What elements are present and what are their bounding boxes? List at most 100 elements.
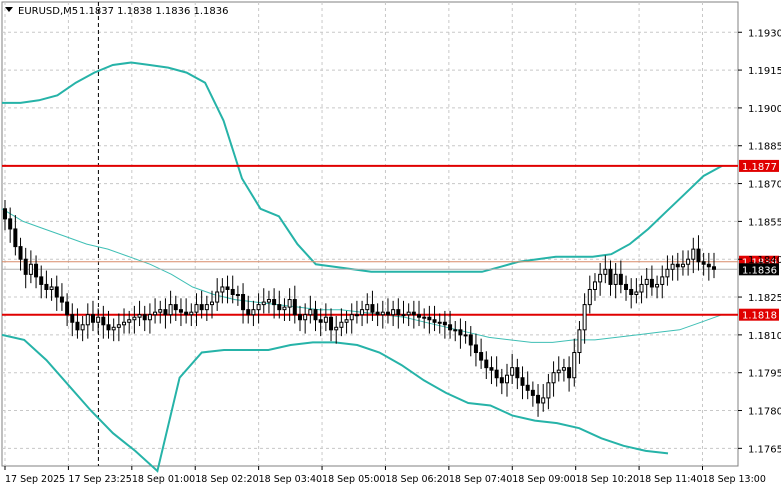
candle <box>132 305 137 334</box>
candle-body <box>137 314 142 318</box>
candle-body <box>173 304 178 311</box>
candle <box>712 252 716 279</box>
x-tick-label: 18 Sep 11:40 <box>639 474 702 485</box>
candle <box>701 252 706 276</box>
candle-body <box>437 321 442 324</box>
candle <box>70 303 75 337</box>
candle-body <box>344 319 349 323</box>
candle-body <box>515 367 520 379</box>
plot-frame <box>1 1 739 467</box>
candle <box>582 293 587 344</box>
candle <box>660 265 665 299</box>
candle <box>655 275 660 299</box>
candle <box>277 290 282 319</box>
candle-body <box>396 309 401 316</box>
candle <box>318 308 323 337</box>
candle-body <box>261 301 266 306</box>
candle <box>634 278 639 304</box>
collapse-triangle-icon[interactable] <box>5 7 13 12</box>
candle <box>530 381 535 407</box>
candle <box>163 298 168 329</box>
candle <box>406 303 411 327</box>
candle-body <box>567 367 572 379</box>
candle <box>380 300 385 329</box>
candle-body <box>85 314 90 326</box>
candle <box>127 310 132 334</box>
candle-body <box>655 283 660 288</box>
candle <box>432 305 437 332</box>
candle <box>261 288 266 314</box>
candle <box>587 275 592 314</box>
candle <box>147 303 152 334</box>
candle <box>680 250 685 276</box>
candle <box>551 361 556 397</box>
candle <box>499 368 504 395</box>
candle <box>639 275 644 304</box>
grid-layer <box>1 1 739 467</box>
candle <box>510 353 515 385</box>
candle <box>370 290 375 321</box>
candle <box>189 303 194 327</box>
candle <box>18 237 23 271</box>
candle <box>468 326 473 357</box>
candle <box>603 255 608 284</box>
candle-body <box>235 294 240 297</box>
candle <box>111 318 116 342</box>
candle-body <box>603 268 608 275</box>
candle <box>116 313 121 342</box>
candle <box>297 305 302 332</box>
candle-body <box>163 309 168 316</box>
candle-body <box>96 316 101 323</box>
candle-body <box>706 263 711 268</box>
candle <box>344 310 349 334</box>
candle <box>282 298 287 321</box>
candle <box>220 278 225 304</box>
candle-body <box>494 369 499 379</box>
candle <box>613 263 618 299</box>
candle-body <box>406 311 411 316</box>
bid-price-label: 1.1836 <box>742 265 777 276</box>
candle-body <box>54 286 59 298</box>
candle-body <box>618 273 623 285</box>
candle-body <box>256 304 261 311</box>
candle-body <box>556 369 561 374</box>
candle-body <box>210 301 215 306</box>
candle-body <box>551 372 556 384</box>
bollinger-lower-line <box>1 333 669 473</box>
candle <box>80 315 85 342</box>
candle <box>375 303 380 327</box>
candle <box>329 308 334 342</box>
candle-body <box>49 286 54 290</box>
candle <box>541 384 546 412</box>
candle-body <box>525 384 530 391</box>
candle <box>241 283 246 324</box>
candle-body <box>204 304 209 311</box>
x-tick-label: 18 Sep 03:40 <box>259 474 322 485</box>
candle <box>28 250 33 284</box>
candle-body <box>292 299 297 316</box>
candle-body <box>391 309 396 316</box>
candle-body <box>246 309 251 316</box>
candle-body <box>339 321 344 328</box>
candle <box>303 303 308 334</box>
candle-body <box>34 263 39 278</box>
candle <box>546 373 551 410</box>
candle-body <box>106 324 111 331</box>
candle-body <box>582 304 587 331</box>
y-tick-label: 1.1885 <box>748 142 781 153</box>
candle <box>225 275 230 304</box>
candle-body <box>644 278 649 285</box>
candle-body <box>75 321 80 331</box>
candle-body <box>385 311 390 316</box>
candle-body <box>561 367 566 371</box>
y-tick-label: 1.1930 <box>748 28 781 39</box>
candle-body <box>80 324 85 331</box>
candle-body <box>417 314 422 318</box>
candle <box>696 235 701 271</box>
candle-body <box>147 314 152 321</box>
candle-body <box>401 314 406 317</box>
candle <box>536 384 541 417</box>
candle-body <box>686 258 691 265</box>
